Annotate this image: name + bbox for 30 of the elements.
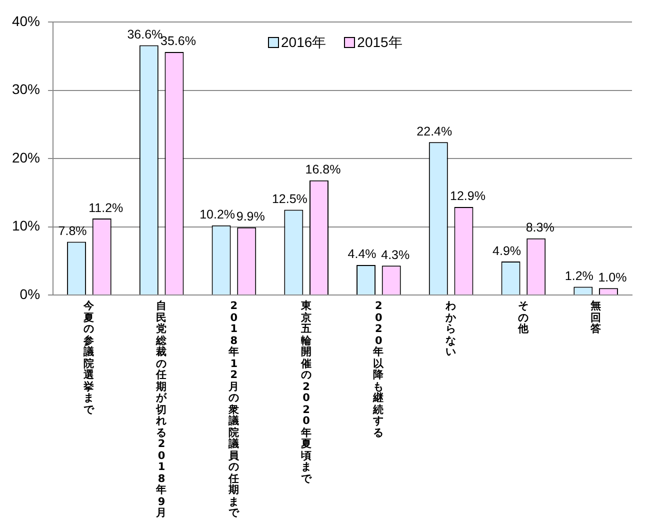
category-label: 自民党総裁の任期が切れる2018年9月 [156, 300, 168, 519]
data-label: 10.2% [200, 208, 236, 222]
data-label: 4.4% [348, 247, 376, 262]
legend-label: 2015年 [356, 34, 402, 52]
y-tick-label: 20% [12, 149, 40, 166]
data-label: 4.3% [381, 248, 410, 262]
x-tick-label: その他 [518, 300, 529, 336]
x-tick-label: 無回答 [590, 300, 602, 336]
y-tick-label: 30% [12, 81, 40, 98]
data-label: 16.8% [305, 162, 341, 177]
category-label: 東京五輪開催の2020年夏頃まで [300, 300, 312, 484]
data-label: 12.9% [450, 189, 486, 204]
data-label: 7.8% [58, 224, 87, 238]
category-label: 2018年12月の衆議院議員の任期まで [228, 300, 240, 519]
data-label: 12.5% [272, 192, 308, 206]
data-label: 36.6% [127, 27, 163, 42]
x-tick-label: わからない [446, 300, 457, 358]
data-label: 8.3% [526, 220, 554, 235]
data-label: 1.0% [598, 270, 627, 284]
data-label: 22.4% [416, 124, 452, 138]
y-tick-label: 10% [12, 218, 40, 234]
category-label: 今夏の参議院選挙まで [84, 300, 95, 416]
data-label: 9.9% [236, 210, 265, 224]
data-label: 1.2% [564, 269, 594, 284]
category-label: 2020年以降も継続する [373, 300, 384, 438]
legend-label: 2016年 [280, 34, 326, 52]
y-tick-label: 40% [12, 12, 40, 29]
data-label: 4.9% [492, 244, 522, 258]
y-tick-label: 0% [20, 286, 40, 302]
data-label: 11.2% [88, 200, 124, 215]
